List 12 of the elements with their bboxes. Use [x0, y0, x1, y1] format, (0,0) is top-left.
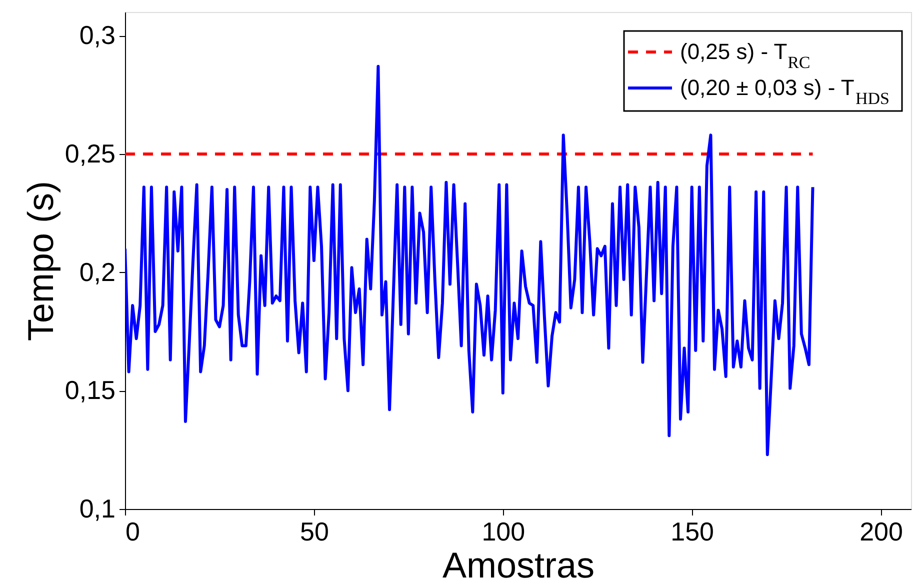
x-tick-label: 200	[860, 516, 903, 546]
y-tick-label: 0,2	[79, 256, 116, 287]
x-tick-label: 100	[482, 516, 526, 546]
y-tick-label: 0,25	[64, 138, 116, 168]
x-tick-label: 150	[670, 516, 714, 546]
y-tick-label: 0,1	[79, 494, 116, 524]
x-tick-label: 0	[126, 516, 140, 546]
x-tick-label: 50	[300, 516, 329, 546]
y-tick-label: 0,15	[64, 375, 116, 406]
x-axis-title: Amostras	[442, 544, 595, 583]
y-tick-label: 0,3	[79, 20, 116, 50]
y-axis-title: Tempo (s)	[20, 180, 61, 342]
